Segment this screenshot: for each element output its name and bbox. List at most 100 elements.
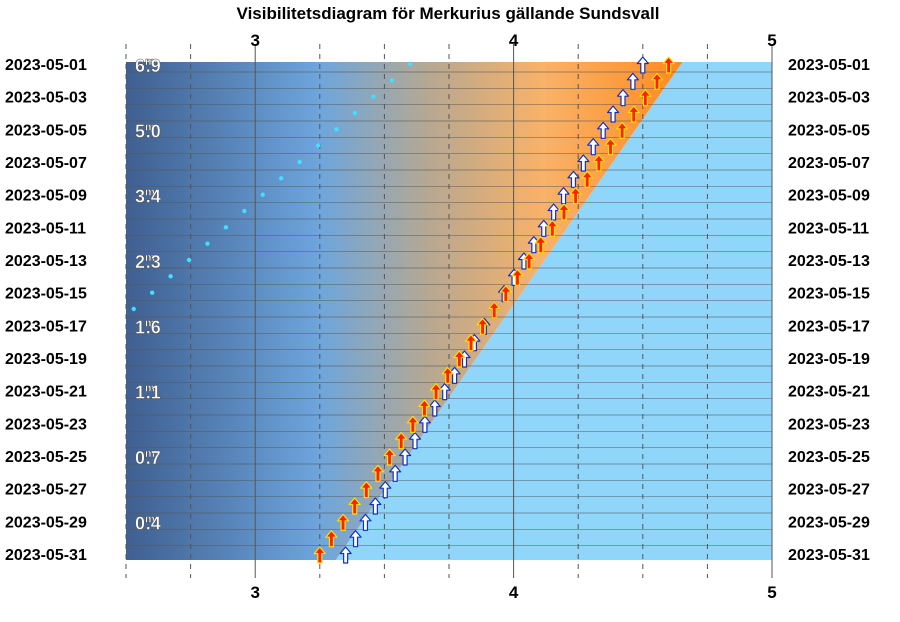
mercury-rise-arrow: [662, 56, 675, 74]
magnitude-label: 0m.4: [135, 513, 161, 533]
mercury-rise-arrow-shape: [604, 138, 617, 156]
magnitude-unit: m: [145, 383, 155, 395]
sunrise-arrow-shape: [567, 170, 580, 188]
sunrise-arrow-shape: [597, 121, 610, 139]
magnitude-value: 1: [135, 317, 145, 337]
altitude-dot: [242, 208, 247, 214]
date-label: 2023-05-07: [788, 155, 870, 172]
sunrise-arrow: [606, 105, 620, 123]
altitude-dot: [297, 159, 302, 165]
magnitude-value: 2: [135, 252, 145, 272]
mercury-rise-arrow-shape: [360, 481, 373, 499]
date-label: 2023-05-27: [5, 482, 87, 499]
sunrise-arrow: [626, 72, 639, 90]
mercury-rise-arrows: [313, 56, 675, 564]
sunrise-arrow: [369, 497, 382, 515]
altitude-dot: [279, 176, 284, 181]
magnitude-value: 1: [135, 383, 145, 403]
date-label: 2023-05-03: [788, 90, 870, 107]
date-label: 2023-05-19: [5, 351, 87, 368]
magnitude-decimal: .4: [146, 187, 161, 207]
sunrise-arrow: [408, 432, 422, 450]
mercury-rise-arrow-shape: [662, 56, 675, 74]
sunrise-arrow: [597, 121, 610, 139]
sunrise-arrow: [359, 513, 372, 531]
date-label: 2023-05-25: [788, 449, 870, 466]
altitude-dot: [149, 290, 155, 295]
date-label: 2023-05-05: [788, 122, 870, 139]
magnitude-label: 1m.6: [135, 317, 161, 337]
magnitude-value: 0: [135, 448, 145, 468]
sunrise-arrow: [349, 530, 362, 548]
sunrise-arrow-shape: [398, 448, 412, 466]
magnitude-decimal: .4: [146, 513, 161, 533]
sunrise-arrow: [418, 415, 431, 433]
altitude-dot: [260, 192, 265, 197]
sunrise-arrow-shape: [587, 138, 600, 156]
magnitude-label: 5m.0: [135, 121, 161, 141]
date-label: 2023-05-15: [788, 286, 870, 303]
sunrise-arrow-shape: [606, 105, 620, 123]
sunrise-arrow: [339, 546, 352, 564]
mercury-rise-arrow-shape: [616, 121, 629, 139]
sunrise-arrow: [577, 154, 590, 172]
altitude-dots: [131, 61, 413, 312]
mercury-rise-arrow: [650, 72, 664, 90]
mercury-rise-arrow-shape: [406, 415, 419, 433]
altitude-dot: [315, 143, 321, 148]
mercury-rise-arrow: [511, 268, 524, 286]
mercury-rise-arrow-shape: [499, 285, 512, 303]
x-tick-label: 3: [250, 583, 259, 602]
mercury-rise-arrow-shape: [569, 187, 582, 205]
magnitude-decimal: .7: [146, 448, 161, 468]
sunrise-arrow-shape: [626, 72, 639, 90]
mercury-rise-arrow: [592, 154, 605, 172]
date-label: 2023-05-29: [5, 514, 87, 531]
magnitude-label: 6m.9: [135, 56, 161, 76]
date-label: 2023-05-23: [5, 416, 87, 433]
mercury-rise-arrow: [639, 89, 652, 107]
sunrise-arrow-shape: [389, 464, 402, 482]
magnitude-unit: m: [145, 252, 155, 264]
mercury-rise-arrow: [360, 481, 373, 499]
date-label: 2023-05-25: [5, 449, 87, 466]
magnitude-label: 3m.4: [135, 187, 161, 207]
mercury-rise-arrow-shape: [534, 236, 547, 254]
sunrise-arrow: [616, 89, 630, 107]
magnitude-labels: 6m.95m.03m.42m.31m.61m.10m.70m.4: [135, 56, 161, 534]
mercury-rise-arrow: [406, 415, 419, 433]
magnitude-decimal: .0: [146, 121, 161, 141]
magnitude-value: 3: [135, 187, 145, 207]
mercury-rise-arrow-shape: [464, 334, 478, 352]
altitude-dot: [371, 94, 376, 99]
mercury-rise-arrow: [395, 432, 408, 450]
mercury-rise-arrow: [499, 285, 512, 303]
mercury-rise-arrow-shape: [650, 72, 664, 90]
date-label: 2023-05-03: [5, 90, 87, 107]
date-label: 2023-05-21: [5, 384, 87, 401]
mercury-rise-arrow-shape: [441, 366, 454, 384]
mercury-rise-arrow: [604, 138, 617, 156]
mercury-rise-arrow-shape: [557, 203, 571, 221]
altitude-dot: [334, 127, 339, 132]
x-tick-labels-bottom: 3 4 5: [250, 583, 776, 602]
mercury-rise-arrow-shape: [488, 301, 501, 319]
date-label: 2023-05-11: [788, 220, 869, 237]
magnitude-label: 1m.1: [135, 383, 161, 403]
date-label: 2023-05-27: [788, 482, 870, 499]
sunrise-arrow: [398, 448, 412, 466]
date-label: 2023-05-31: [788, 547, 870, 564]
magnitude-value: 5: [135, 121, 145, 141]
mercury-rise-arrow: [418, 399, 431, 417]
date-labels-left: 2023-05-01 2023-05-03 2023-05-05 2023-05-07…: [5, 57, 87, 564]
altitude-dot: [389, 78, 395, 83]
mercury-rise-arrow-shape: [639, 89, 652, 107]
mercury-rise-arrow: [546, 219, 559, 237]
date-label: 2023-05-17: [5, 318, 87, 335]
date-label: 2023-05-01: [5, 57, 87, 74]
date-labels-right: 2023-05-01 2023-05-03 2023-05-05 2023-05-07…: [788, 57, 870, 564]
mercury-rise-arrow: [464, 334, 478, 352]
magnitude-decimal: .6: [146, 317, 161, 337]
mercury-rise-arrow-shape: [476, 317, 489, 335]
sunrise-arrow-shape: [616, 89, 630, 107]
